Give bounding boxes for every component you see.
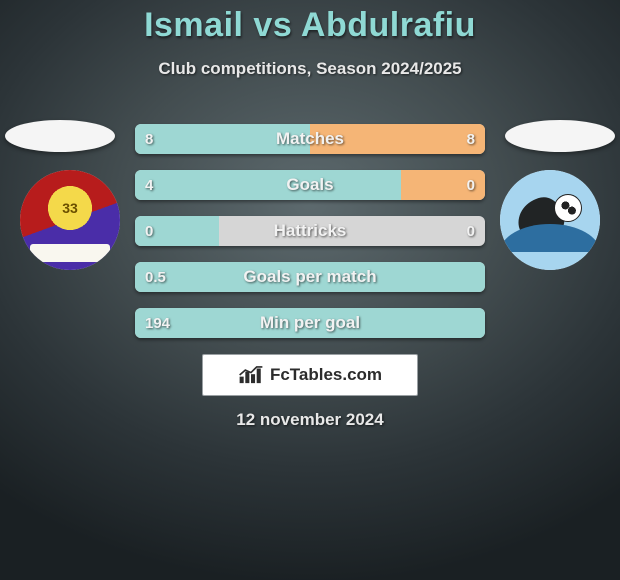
stat-bar-left	[135, 262, 485, 292]
stat-row: 194Min per goal	[135, 308, 485, 338]
player-avatar-right	[505, 120, 615, 152]
subtitle: Club competitions, Season 2024/2025	[0, 59, 620, 79]
club-badge-right-art	[500, 170, 600, 270]
stat-bar-left	[135, 170, 401, 200]
stat-row: 88Matches	[135, 124, 485, 154]
date-text: 12 november 2024	[0, 410, 620, 430]
brand-text: FcTables.com	[270, 365, 382, 385]
stat-row: 00Hattricks	[135, 216, 485, 246]
stat-bar-right	[401, 170, 485, 200]
stat-bar-left	[135, 216, 219, 246]
brand-box: FcTables.com	[202, 354, 418, 396]
comparison-card: Ismail vs Abdulrafiu Club competitions, …	[0, 0, 620, 580]
stat-bar-left	[135, 124, 310, 154]
stat-value-right: 0	[467, 216, 475, 246]
stat-row: 0.5Goals per match	[135, 262, 485, 292]
club-badge-left-art	[20, 170, 120, 270]
brand-chart-icon	[238, 365, 264, 385]
player-avatar-left	[5, 120, 115, 152]
stat-row: 40Goals	[135, 170, 485, 200]
stat-bars: 88Matches 40Goals 00Hattricks 0.5Goals per …	[135, 124, 485, 354]
stat-bar-left	[135, 308, 485, 338]
club-badge-left	[20, 170, 120, 270]
page-title: Ismail vs Abdulrafiu	[0, 0, 620, 45]
stat-bar-right	[310, 124, 485, 154]
club-badge-right	[500, 170, 600, 270]
